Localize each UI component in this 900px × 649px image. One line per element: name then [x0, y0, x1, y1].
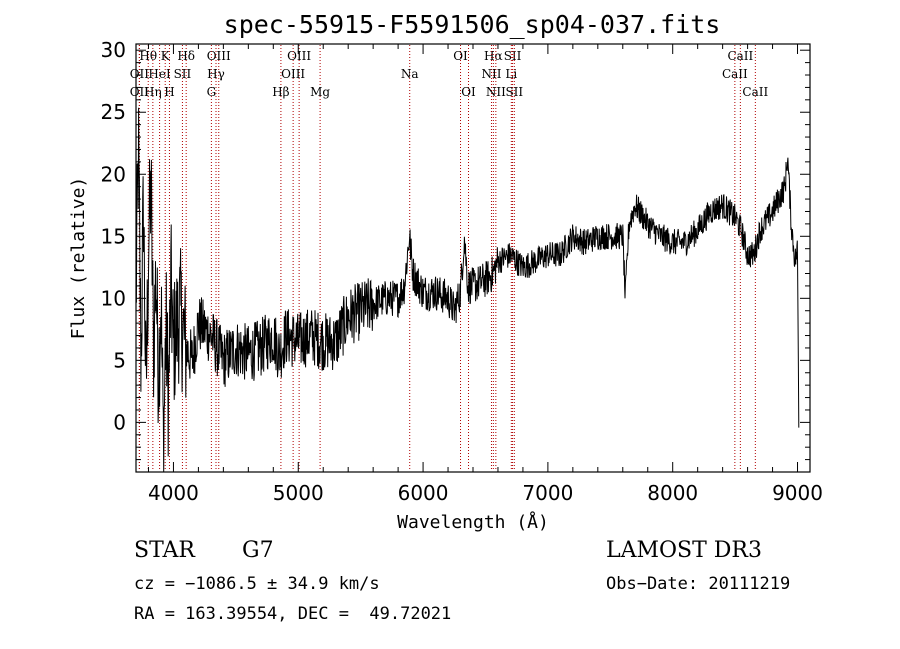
spectral-line-label: OI: [453, 49, 468, 63]
x-tick-label: 7000: [522, 481, 573, 505]
y-axis-label: Flux (relative): [68, 177, 89, 340]
spectral-line-label: Hβ: [272, 85, 289, 99]
spectral-line-label: SII: [505, 85, 523, 99]
y-tick-label: 30: [101, 38, 126, 62]
spectral-line-label: CaII: [722, 67, 748, 81]
spectral-line-label: Li: [505, 67, 517, 81]
spectral-line-label: NII: [486, 85, 506, 99]
plot-frame: [135, 43, 811, 473]
spectral-line-label: Hγ: [207, 67, 225, 81]
chart-title: spec-55915-F5591506_sp04-037.fits: [224, 10, 721, 39]
spectral-line-label: OII: [130, 67, 150, 81]
x-tick-label: 5000: [273, 481, 324, 505]
spectral-line-label: SII: [504, 49, 522, 63]
spectrum-line: [135, 107, 800, 473]
y-tick-label: 5: [113, 348, 126, 372]
object-subclass: G7: [242, 538, 274, 563]
spectral-line-label: Hδ: [177, 49, 195, 63]
y-tick-label: 15: [101, 224, 126, 248]
x-tick-label: 8000: [647, 481, 698, 505]
spectral-line-label: CaII: [742, 85, 768, 99]
spectral-line-label: OIII: [281, 67, 305, 81]
x-tick-label: 4000: [148, 481, 199, 505]
spectral-line-label: OIII: [287, 49, 311, 63]
object-class: STAR: [134, 538, 195, 563]
spectral-line-label: Na: [401, 67, 419, 81]
spectral-line-label: Mg: [310, 85, 330, 99]
spectral-line-label: OII: [130, 85, 150, 99]
x-axis-label: Wavelength (Å): [397, 511, 549, 533]
y-tick-label: 20: [101, 162, 126, 186]
y-tick-label: 10: [101, 286, 126, 310]
spectral-line-label: OI: [461, 85, 476, 99]
plot-axes: 4000 5000 6000 7000 8000 9000 0 5 10 15 20 25 30: [101, 38, 823, 505]
spectrum-series: [135, 107, 800, 473]
spectral-line-label: OIII: [207, 49, 231, 63]
survey-name: LAMOST DR3: [606, 538, 762, 563]
y-tick-label: 25: [101, 100, 126, 124]
observation-date: Obs−Date: 20111219: [606, 574, 791, 594]
redshift-cz: cz = −1086.5 ± 34.9 km/s: [134, 574, 380, 594]
y-tick-label: 0: [113, 410, 126, 434]
spectral-line-label: Hθ: [139, 49, 157, 63]
x-tick-label: 6000: [398, 481, 449, 505]
coordinates: RA = 163.39554, DEC = 49.72021: [134, 604, 452, 624]
spectral-line-label: Hη: [144, 85, 162, 99]
spectral-line-label: SII: [174, 67, 192, 81]
x-tick-label: 9000: [772, 481, 823, 505]
spectral-line-label: Hα: [484, 49, 503, 63]
spectral-line-label: HeI: [148, 67, 171, 81]
spectral-line-label: K: [161, 49, 171, 63]
spectral-line-label: H: [164, 85, 174, 99]
spectral-line-label: CaII: [727, 49, 753, 63]
spectral-line-label: NII: [481, 67, 501, 81]
spectral-line-label: G: [207, 85, 217, 99]
